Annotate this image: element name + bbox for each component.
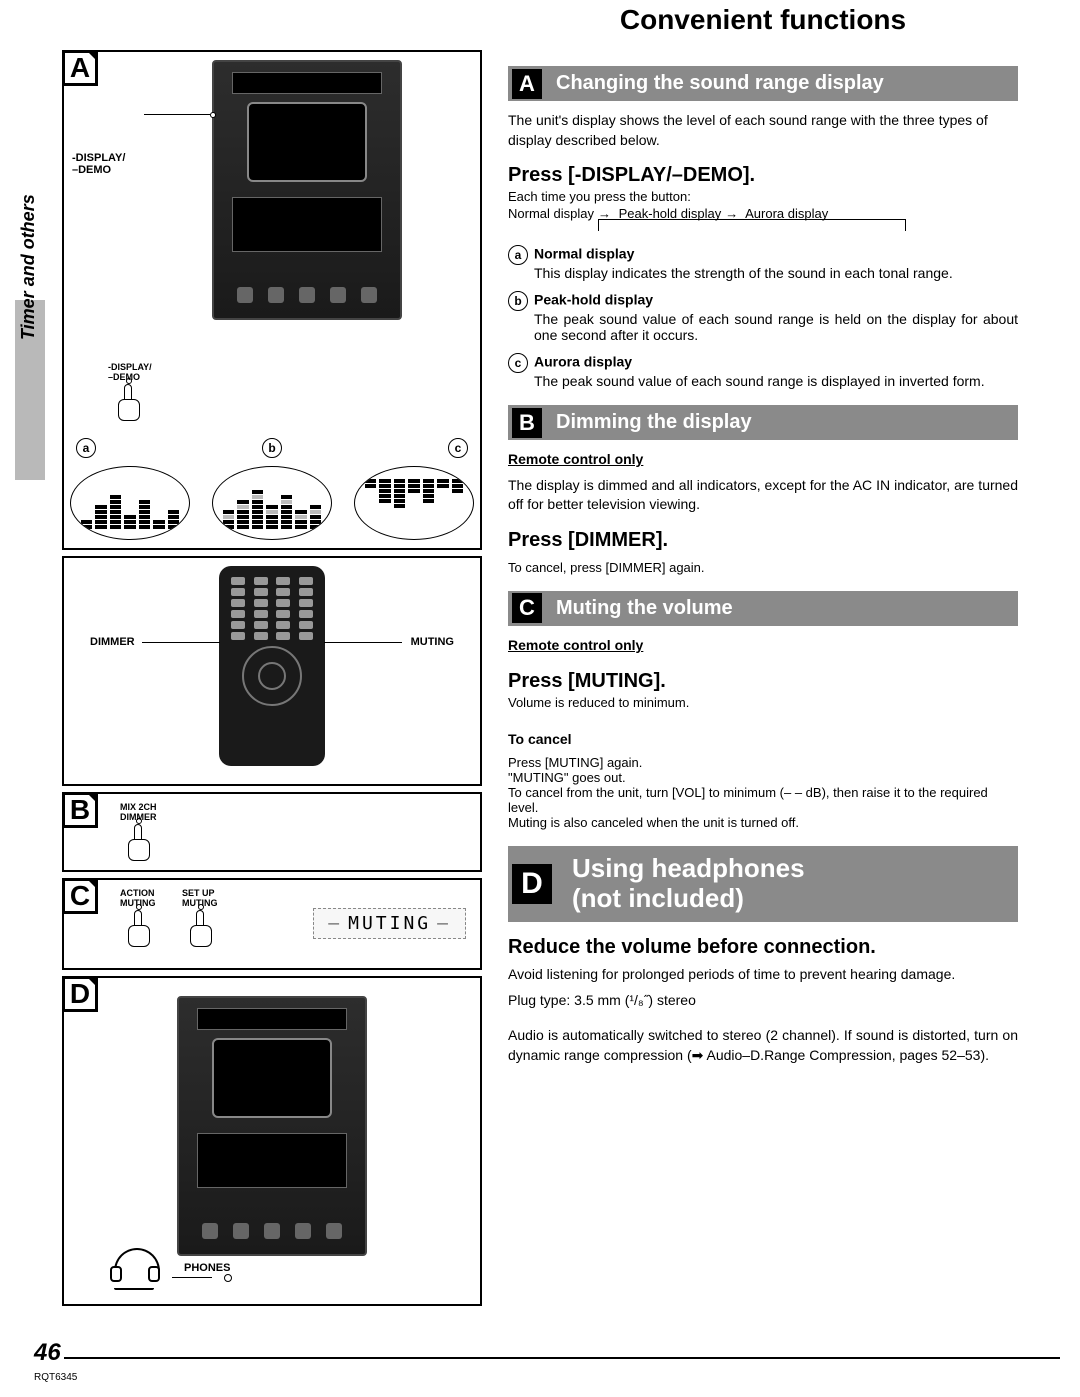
panel-letter-b-text: B bbox=[70, 794, 90, 826]
panel-letter-a: A bbox=[62, 50, 98, 86]
panel-letter-a-text: A bbox=[70, 52, 90, 84]
spectrum-normal bbox=[70, 466, 190, 540]
callout-phones: PHONES bbox=[184, 1262, 230, 1274]
panel-c: C ACTION MUTING SET UP MUTING MUTING bbox=[62, 878, 482, 970]
reduce-volume: Reduce the volume before connection. bbox=[508, 936, 1018, 959]
def-letter-b: b bbox=[508, 291, 528, 311]
para-d1: Avoid listening for prolonged periods of… bbox=[508, 965, 1018, 985]
heading-text-b: Dimming the display bbox=[556, 411, 752, 433]
heading-text-d2: not included) bbox=[581, 883, 744, 913]
panel-a: A -DISPLAY/ –DEMO -DISPLAY/ –DEMO a b c bbox=[62, 50, 482, 550]
stereo-unit-d bbox=[177, 996, 367, 1256]
right-column: Convenient functions A Changing the soun… bbox=[508, 4, 1018, 1071]
section-heading-d: D Using headphones (not included) bbox=[508, 846, 1018, 922]
heading-letter-a: A bbox=[512, 69, 542, 99]
para-d2: Plug type: 3.5 mm (¹/₈˝) stereo bbox=[508, 991, 1018, 1011]
heading-letter-c: C bbox=[512, 593, 542, 623]
spectrum-peakhold bbox=[212, 466, 332, 540]
def-letter-c: c bbox=[508, 353, 528, 373]
panel-letter-b: B bbox=[62, 792, 98, 828]
chain-normal: Normal display bbox=[508, 206, 594, 221]
press-muting: Press [MUTING]. bbox=[508, 670, 1018, 693]
remote-only-c: Remote control only bbox=[508, 637, 643, 653]
remote-muting-label: MUTING bbox=[411, 636, 454, 648]
def-peak: b Peak-hold display The peak sound value … bbox=[508, 291, 1018, 343]
footer-rule bbox=[64, 1357, 1060, 1359]
heading-text-d1: Using headphones bbox=[572, 853, 805, 883]
def-title-b: Peak-hold display bbox=[534, 292, 653, 308]
headphone-icon bbox=[110, 1248, 160, 1288]
def-title-a: Normal display bbox=[534, 246, 634, 262]
remote-only-b: Remote control only bbox=[508, 451, 643, 467]
spec-letter-a: a bbox=[76, 438, 96, 458]
doc-code: RQT6345 bbox=[34, 1372, 77, 1383]
heading-letter-b: B bbox=[512, 408, 542, 438]
section-heading-b: B Dimming the display bbox=[508, 405, 1018, 440]
panel-letter-d-text: D bbox=[70, 978, 90, 1010]
para-a-intro: The unit's display shows the level of ea… bbox=[508, 111, 1018, 150]
panel-letter-c-text: C bbox=[70, 880, 90, 912]
heading-text-a: Changing the sound range display bbox=[556, 72, 884, 94]
chain-loop-line bbox=[598, 219, 906, 231]
spec-letter-c: c bbox=[448, 438, 468, 458]
para-b-body: The display is dimmed and all indicators… bbox=[508, 476, 1018, 515]
display-definitions: a Normal display This display indicates t… bbox=[508, 245, 1018, 389]
spectrum-aurora bbox=[354, 466, 474, 540]
section-heading-c: C Muting the volume bbox=[508, 591, 1018, 626]
heading-text-c: Muting the volume bbox=[556, 597, 733, 619]
spec-letter-b: b bbox=[262, 438, 282, 458]
cancel-m3: To cancel from the unit, turn [VOL] to m… bbox=[508, 785, 1018, 815]
panel-d: D PHONES bbox=[62, 976, 482, 1306]
stereo-unit-a bbox=[212, 60, 402, 320]
hand-press-icon-c2 bbox=[186, 910, 216, 948]
remote-dimmer-label: DIMMER bbox=[90, 636, 135, 648]
section-heading-a: A Changing the sound range display bbox=[508, 66, 1018, 101]
remote-control-icon bbox=[219, 566, 325, 766]
panel-remote: DIMMER MUTING bbox=[62, 556, 482, 786]
panel-b: B MIX 2CH DIMMER bbox=[62, 792, 482, 872]
hand-press-icon-b bbox=[124, 824, 154, 862]
muting-body: Volume is reduced to minimum. bbox=[508, 695, 1018, 710]
def-normal: a Normal display This display indicates t… bbox=[508, 245, 1018, 281]
press-dimmer: Press [DIMMER]. bbox=[508, 529, 1018, 552]
callout-display-demo: -DISPLAY/ –DEMO bbox=[72, 152, 125, 176]
hand-press-icon bbox=[114, 384, 144, 422]
side-tab-label: Timer and others bbox=[18, 194, 39, 340]
phones-jack-icon bbox=[224, 1274, 232, 1282]
def-body-a: This display indicates the strength of t… bbox=[508, 265, 1018, 281]
cancel-m2: "MUTING" goes out. bbox=[508, 770, 1018, 785]
panel-letter-d: D bbox=[62, 976, 98, 1012]
def-body-c: The peak sound value of each sound range… bbox=[508, 373, 1018, 389]
cancel-m1: Press [MUTING] again. bbox=[508, 755, 1018, 770]
def-letter-a: a bbox=[508, 245, 528, 265]
para-d3: Audio is automatically switched to stere… bbox=[508, 1026, 1018, 1065]
press-note: Each time you press the button: bbox=[508, 189, 1018, 204]
def-aurora: c Aurora display The peak sound value of … bbox=[508, 353, 1018, 389]
left-column: A -DISPLAY/ –DEMO -DISPLAY/ –DEMO a b c bbox=[62, 40, 482, 1312]
heading-letter-d: D bbox=[512, 864, 552, 904]
page-title: Convenient functions bbox=[508, 4, 1018, 36]
press-display-demo: Press [-DISPLAY/–DEMO]. bbox=[508, 164, 1018, 187]
panel-letter-c: C bbox=[62, 878, 98, 914]
muting-lcd: MUTING bbox=[313, 908, 466, 939]
hand-press-icon-c1 bbox=[124, 910, 154, 948]
cancel-hd: To cancel bbox=[508, 731, 572, 747]
def-body-b: The peak sound value of each sound range… bbox=[508, 311, 1018, 343]
cancel-m4: Muting is also canceled when the unit is… bbox=[508, 815, 1018, 830]
cancel-dimmer: To cancel, press [DIMMER] again. bbox=[508, 560, 1018, 575]
page-number: 46 bbox=[34, 1339, 61, 1367]
def-title-c: Aurora display bbox=[534, 354, 632, 370]
